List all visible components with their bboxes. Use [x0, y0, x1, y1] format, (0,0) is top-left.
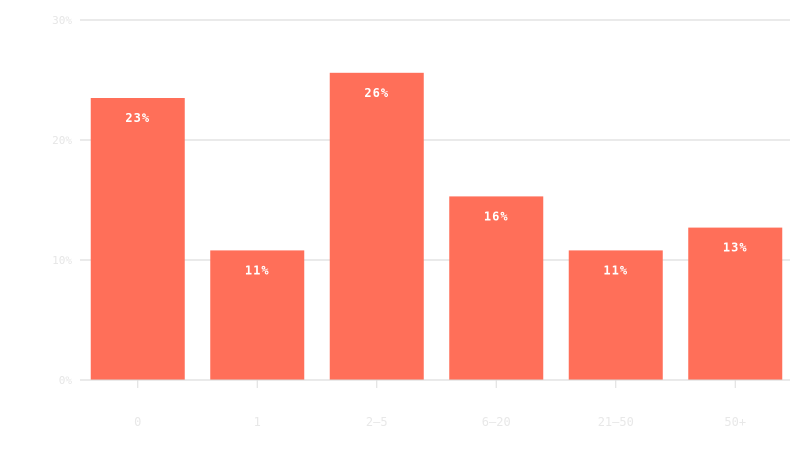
bar — [568, 250, 663, 380]
bar-data-label: 23% — [125, 111, 150, 125]
y-tick-label: 20% — [52, 134, 72, 147]
bar — [90, 98, 185, 380]
x-tick-label: 21–50 — [598, 415, 634, 429]
y-tick-label: 10% — [52, 254, 72, 267]
y-tick-label: 30% — [52, 14, 72, 27]
bar-data-label: 16% — [484, 209, 509, 223]
x-tick-label: 0 — [134, 415, 141, 429]
bar-data-label: 11% — [245, 263, 270, 277]
x-tick-label: 1 — [254, 415, 261, 429]
bar-data-label: 26% — [364, 86, 389, 100]
y-tick-label: 0% — [59, 374, 73, 387]
bars-layer — [90, 72, 783, 381]
bar — [449, 196, 544, 380]
x-tick-label: 50+ — [724, 415, 746, 429]
x-tick-label: 2–5 — [366, 415, 388, 429]
bar — [688, 227, 783, 380]
x-ticks-layer: 0 1 2–5 6–20 21–50 50+ — [134, 380, 746, 429]
bar-labels-layer: 23% 11% 26% 16% 11% 13% — [125, 86, 748, 278]
bar-data-label: 13% — [723, 241, 748, 255]
x-tick-label: 6–20 — [482, 415, 511, 429]
bar — [210, 250, 305, 380]
bar-data-label: 11% — [603, 263, 628, 277]
bar — [329, 72, 424, 381]
grid-layer: 0% 10% 20% 30% — [52, 14, 790, 387]
